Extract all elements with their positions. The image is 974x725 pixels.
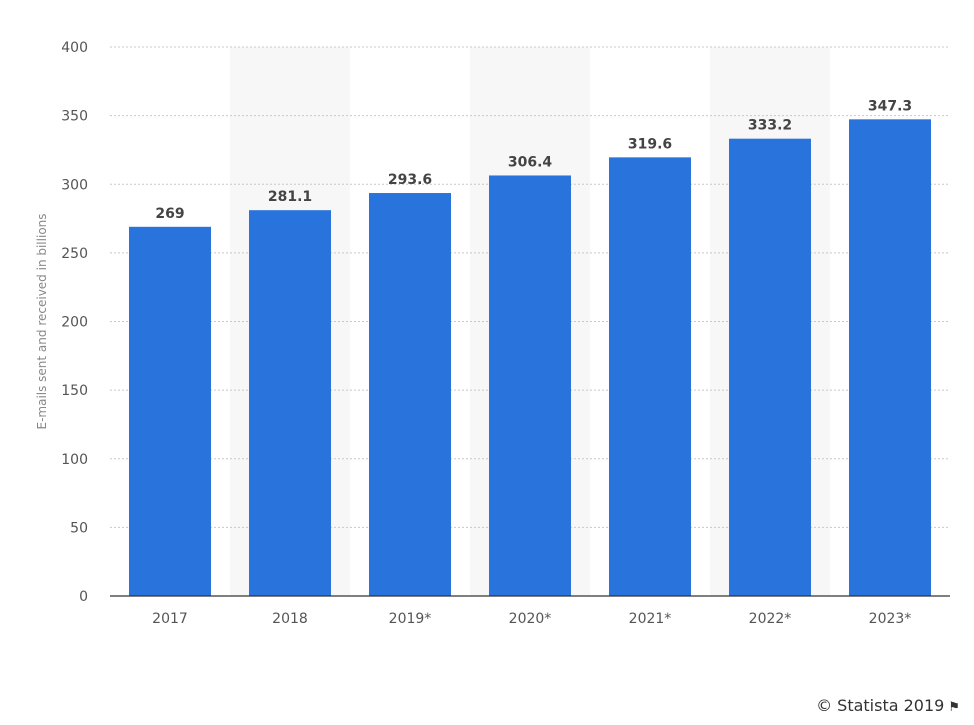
- credit: © Statista 2019 ⚑: [816, 696, 960, 715]
- value-label: 269: [155, 206, 184, 222]
- x-tick-label: 2022*: [749, 611, 792, 627]
- x-tick-label: 2019*: [389, 611, 432, 627]
- x-tick-label: 2020*: [509, 611, 552, 627]
- bar-2021*: [609, 157, 691, 596]
- bar-2023*: [849, 119, 931, 596]
- x-tick-label: 2017: [152, 611, 188, 627]
- x-tick-label: 2021*: [629, 611, 672, 627]
- x-tick-label: 2023*: [869, 611, 912, 627]
- bar-2019*: [369, 193, 451, 596]
- y-tick-label: 200: [61, 315, 88, 331]
- value-label: 293.6: [388, 172, 432, 188]
- value-label: 347.3: [868, 98, 912, 114]
- credit-text: © Statista 2019: [816, 696, 945, 715]
- value-label: 319.6: [628, 136, 672, 152]
- y-tick-label: 400: [61, 40, 88, 56]
- value-label: 281.1: [268, 189, 312, 205]
- bar-2022*: [729, 138, 811, 597]
- bars: [129, 119, 931, 597]
- y-axis-label: E-mails sent and received in billions: [35, 213, 49, 429]
- value-label: 333.2: [748, 118, 792, 134]
- value-labels: 269 281.1 293.6 306.4 319.6 333.2 347.3: [155, 98, 912, 221]
- y-tick-label: 100: [61, 452, 88, 468]
- y-tick-label: 350: [61, 109, 88, 125]
- y-tick-labels: 0 50 100 150 200 250 300 350 400: [61, 40, 88, 605]
- bar-2020*: [489, 175, 571, 596]
- bar-2018: [249, 210, 331, 596]
- y-tick-label: 150: [61, 383, 88, 399]
- y-tick-label: 250: [61, 246, 88, 262]
- x-tick-labels: 2017 2018 2019* 2020* 2021* 2022* 2023*: [152, 611, 911, 627]
- y-tick-label: 0: [79, 589, 88, 605]
- bar-2017: [129, 226, 211, 597]
- flag-icon[interactable]: ⚑: [948, 700, 960, 715]
- x-tick-label: 2018: [272, 611, 308, 627]
- y-tick-label: 50: [70, 520, 88, 536]
- value-label: 306.4: [508, 154, 553, 170]
- y-tick-label: 300: [61, 177, 88, 193]
